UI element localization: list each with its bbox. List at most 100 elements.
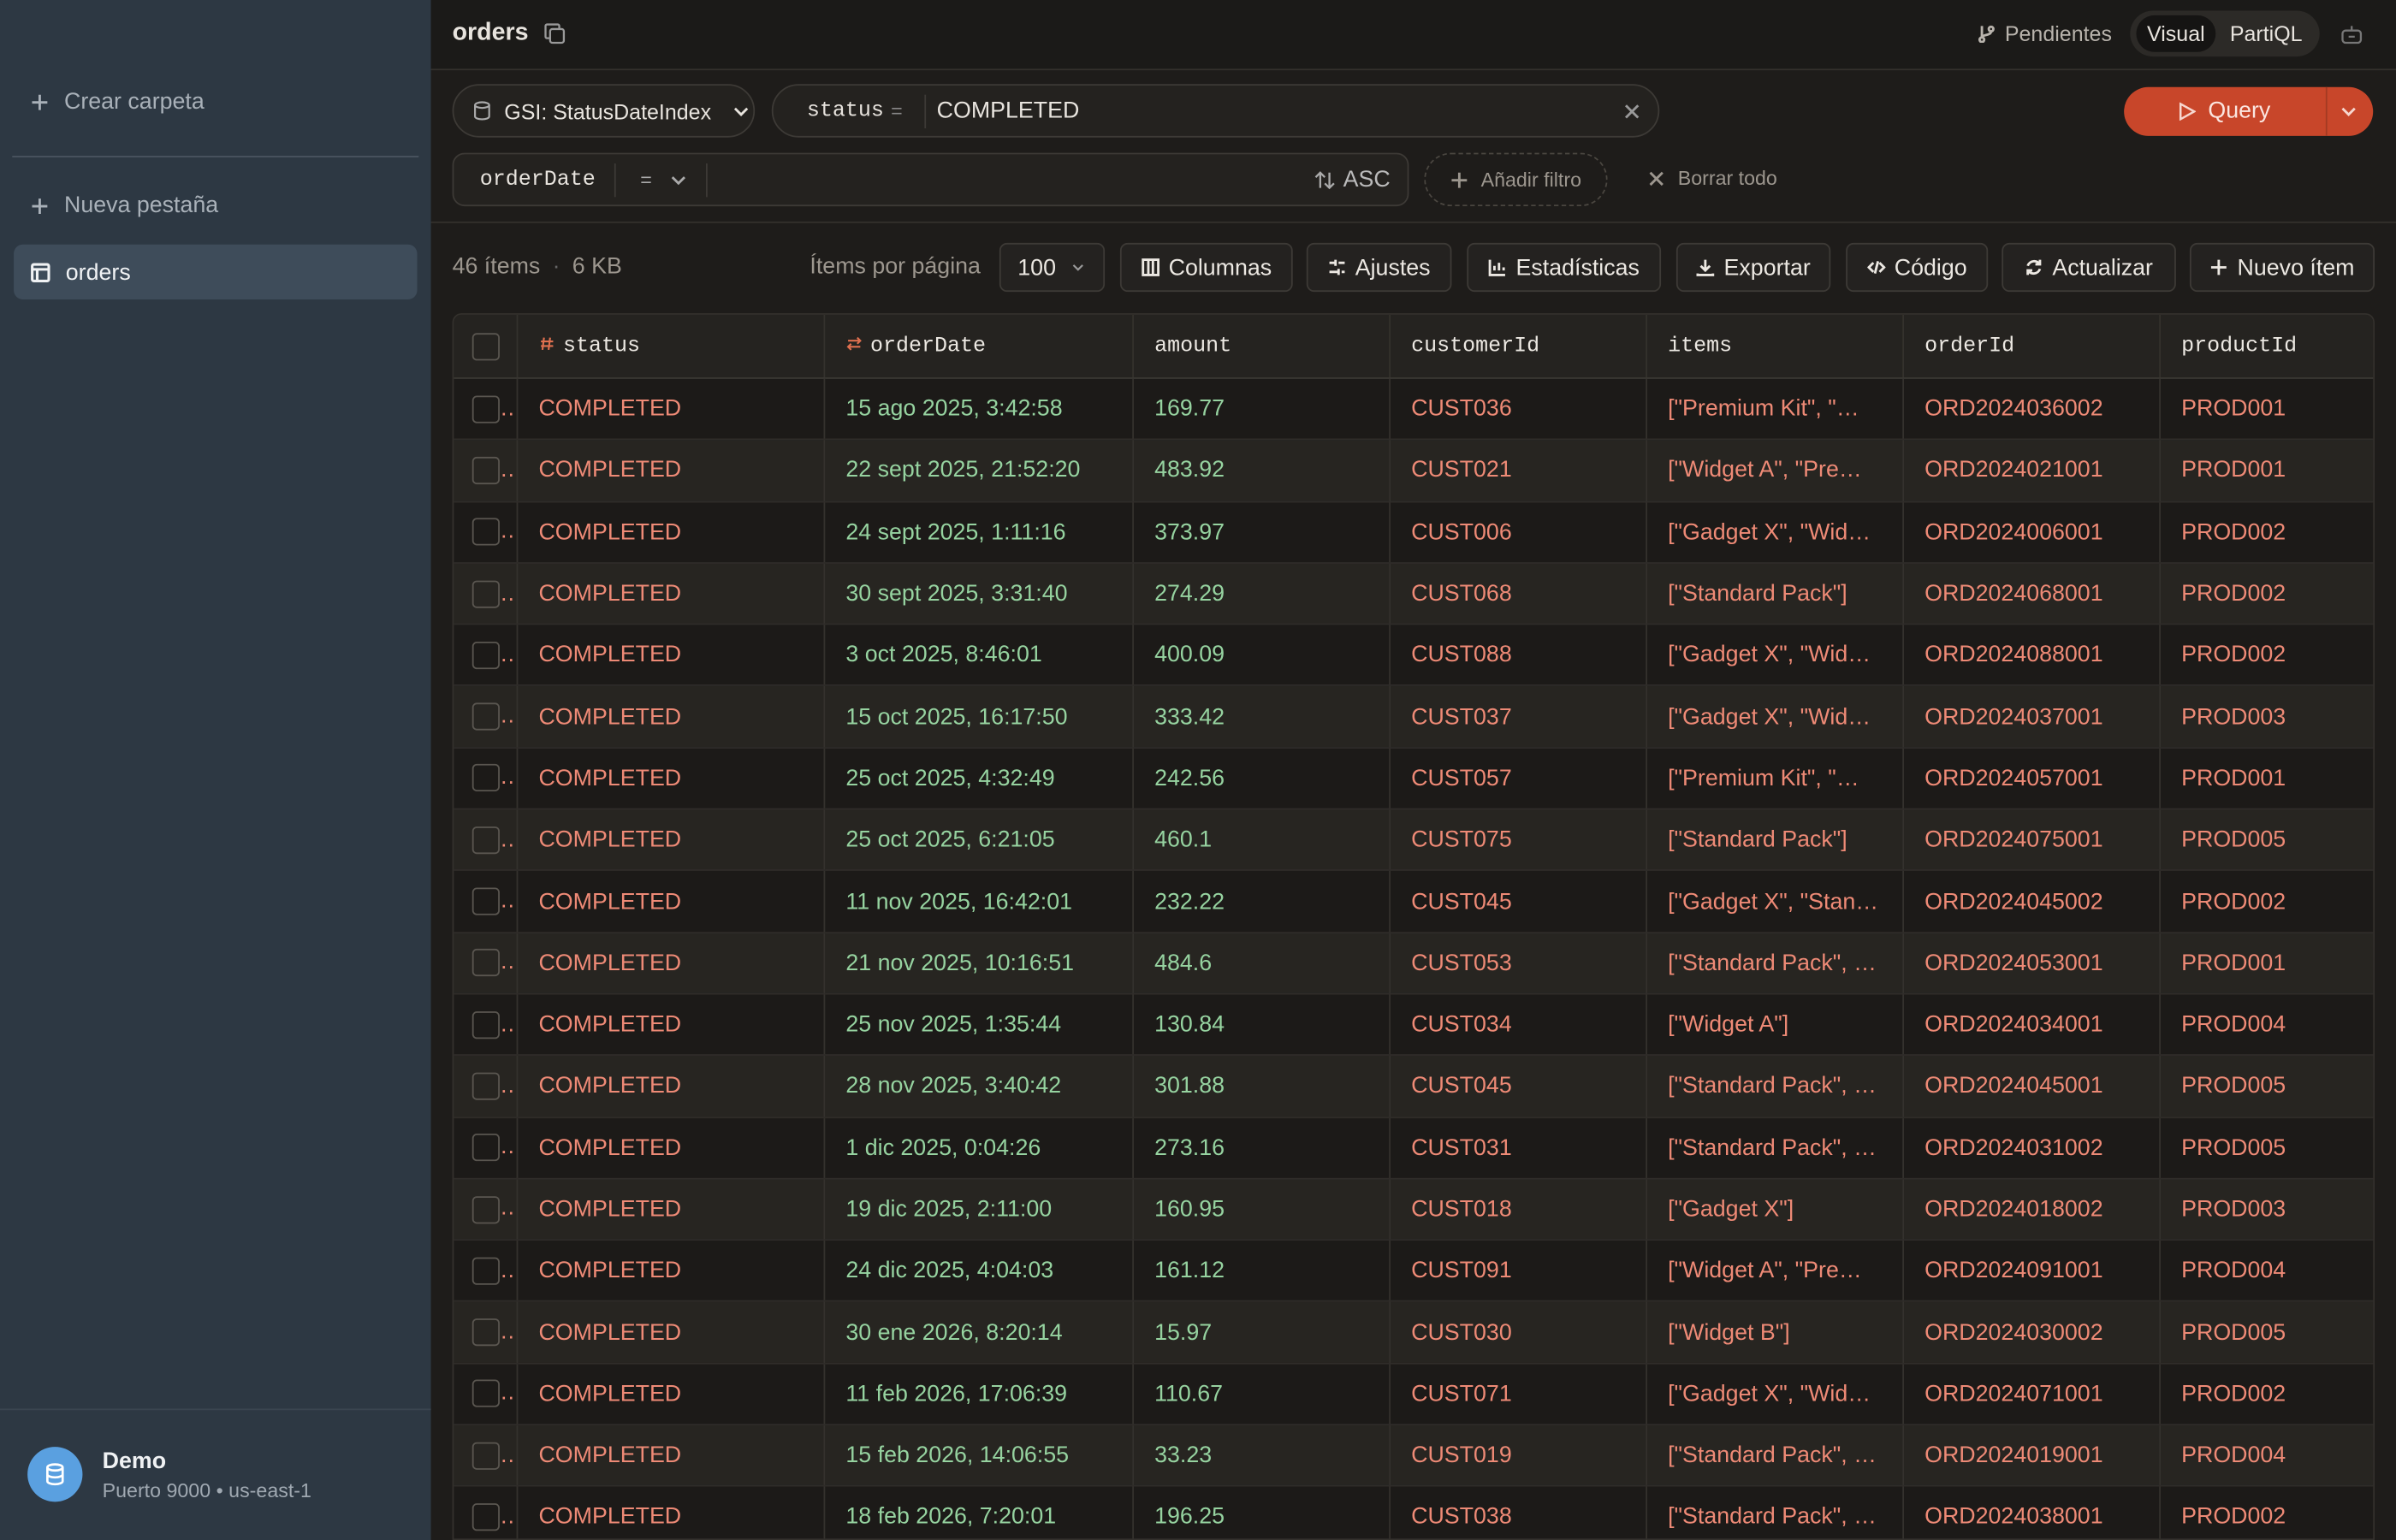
row-select[interactable] — [454, 562, 518, 625]
separator: · — [552, 253, 560, 280]
cell: COMPLETED — [516, 1424, 825, 1488]
row-select[interactable] — [454, 932, 518, 995]
toolbar-button[interactable]: Columnas — [1119, 242, 1293, 293]
mode-button[interactable]: PartiQL — [2229, 21, 2303, 46]
row-select[interactable] — [454, 377, 518, 441]
checkbox[interactable] — [471, 826, 500, 854]
row-select[interactable] — [454, 1116, 518, 1180]
row-select[interactable] — [454, 439, 518, 502]
column-header[interactable]: orderId — [1902, 314, 2161, 379]
table-row[interactable]: COMPLETED 25 oct 2025, 6:21:05 460.1 CUST07… — [454, 808, 2374, 872]
checkbox[interactable] — [471, 1257, 500, 1285]
checkbox[interactable] — [471, 949, 500, 977]
row-select[interactable] — [454, 1301, 518, 1365]
sort-order[interactable]: ASC — [1343, 166, 1391, 192]
row-select[interactable] — [454, 1486, 518, 1539]
cell: CUST075 — [1389, 808, 1647, 872]
cell: COMPLETED — [516, 808, 825, 872]
per-page-select[interactable]: 100 — [999, 242, 1106, 293]
index-select[interactable]: GSI: StatusDateIndex — [452, 84, 756, 138]
checkbox[interactable] — [471, 394, 500, 424]
checkbox[interactable] — [471, 641, 500, 669]
pending[interactable]: Pendientes — [1978, 21, 2112, 46]
column-header[interactable]: amount — [1132, 314, 1391, 379]
table-row[interactable]: COMPLETED 11 feb 2026, 17:06:39 110.67 CUST… — [454, 1363, 2374, 1426]
row-select[interactable] — [454, 1363, 518, 1426]
row-select[interactable] — [454, 1055, 518, 1118]
table-row[interactable]: COMPLETED 24 dic 2025, 4:04:03 161.12 CUST0… — [454, 1240, 2374, 1303]
row-select[interactable] — [454, 993, 518, 1057]
table-row[interactable]: COMPLETED 19 dic 2025, 2:11:00 160.95 CUST0… — [454, 1178, 2374, 1241]
column-header[interactable]: productId — [2159, 314, 2374, 379]
select-all[interactable] — [454, 314, 518, 379]
checkbox[interactable] — [471, 1442, 500, 1470]
row-select[interactable] — [454, 500, 518, 564]
add-filter[interactable]: Añadir filtro — [1424, 152, 1608, 207]
checkbox[interactable] — [471, 1318, 500, 1347]
column-header[interactable]: orderDate — [823, 314, 1134, 379]
table-row[interactable]: COMPLETED 15 ago 2025, 3:42:58 169.77 CUST0… — [454, 377, 2374, 441]
toolbar-button[interactable]: Nuevo ítem — [2189, 242, 2375, 293]
table-row[interactable]: COMPLETED 25 oct 2025, 4:32:49 242.56 CUST0… — [454, 747, 2374, 810]
settings-icon[interactable] — [2341, 25, 2363, 44]
table-row[interactable]: COMPLETED 22 sept 2025, 21:52:20 483.92 CUS… — [454, 439, 2374, 502]
table-row[interactable]: COMPLETED 28 nov 2025, 3:40:42 301.88 CUST0… — [454, 1055, 2374, 1118]
checkbox[interactable] — [471, 1380, 500, 1408]
mode-button[interactable]: Visual — [2136, 15, 2216, 52]
toolbar-button[interactable]: Exportar — [1675, 242, 1831, 293]
column-header[interactable]: items — [1646, 314, 1904, 379]
table-row[interactable]: COMPLETED 24 sept 2025, 1:11:16 373.97 CUST… — [454, 500, 2374, 564]
row-select[interactable] — [454, 747, 518, 810]
cell: 130.84 — [1132, 993, 1391, 1057]
new-tab[interactable]: Nueva pestaña — [31, 192, 218, 218]
table-row[interactable]: COMPLETED 3 oct 2025, 8:46:01 400.09 CUST08… — [454, 624, 2374, 687]
toolbar-button[interactable]: Código — [1846, 242, 1989, 293]
column-header[interactable]: customerId — [1389, 314, 1647, 379]
table-row[interactable]: COMPLETED 25 nov 2025, 1:35:44 130.84 CUST0… — [454, 993, 2374, 1057]
checkbox[interactable] — [471, 887, 500, 915]
row-select[interactable] — [454, 1240, 518, 1303]
checkbox[interactable] — [471, 1010, 500, 1039]
column-header[interactable]: status — [516, 314, 825, 379]
cell: CUST045 — [1389, 1055, 1647, 1118]
checkbox[interactable] — [471, 456, 500, 484]
clear-all[interactable]: Borrar todo — [1647, 167, 1777, 189]
row-select[interactable] — [454, 1424, 518, 1488]
cell: COMPLETED — [516, 1486, 825, 1539]
table-row[interactable]: COMPLETED 30 ene 2026, 8:20:14 15.97 CUST03… — [454, 1301, 2374, 1365]
row-select[interactable] — [454, 1178, 518, 1241]
checkbox[interactable] — [471, 1072, 500, 1100]
toolbar-button[interactable]: Estadísticas — [1467, 242, 1662, 293]
create-folder[interactable]: Crear carpeta — [31, 89, 205, 115]
column-name: status — [563, 334, 641, 358]
checkbox[interactable] — [471, 1134, 500, 1162]
checkbox[interactable] — [471, 579, 500, 607]
table-row[interactable]: COMPLETED 30 sept 2025, 3:31:40 274.29 CUST… — [454, 562, 2374, 625]
clear-icon[interactable] — [1622, 103, 1640, 121]
cell: COMPLETED — [516, 1301, 825, 1365]
cell: 301.88 — [1132, 1055, 1391, 1118]
table-row[interactable]: COMPLETED 21 nov 2025, 10:16:51 484.6 CUST0… — [454, 932, 2374, 995]
toolbar-button[interactable]: Actualizar — [2002, 242, 2176, 293]
pk-condition[interactable]: status = COMPLETED — [771, 84, 1660, 138]
checkbox[interactable] — [471, 1195, 500, 1223]
table-row[interactable]: COMPLETED 11 nov 2025, 16:42:01 232.22 CUST… — [454, 870, 2374, 933]
table-row[interactable]: COMPLETED 15 feb 2026, 14:06:55 33.23 CUST0… — [454, 1424, 2374, 1488]
copy-icon[interactable] — [544, 23, 566, 44]
checkbox[interactable] — [471, 1503, 500, 1531]
table-row[interactable]: COMPLETED 15 oct 2025, 16:17:50 333.42 CUST… — [454, 685, 2374, 749]
toolbar-button[interactable]: Ajustes — [1306, 242, 1452, 293]
checkbox[interactable] — [471, 764, 500, 792]
tab[interactable]: orders — [14, 244, 418, 299]
row-select[interactable] — [454, 870, 518, 933]
row-select[interactable] — [454, 685, 518, 749]
table-row[interactable]: COMPLETED 18 feb 2026, 7:20:01 196.25 CUST0… — [454, 1486, 2374, 1539]
row-select[interactable] — [454, 808, 518, 872]
cell: PROD002 — [2159, 562, 2374, 625]
row-select[interactable] — [454, 624, 518, 687]
sk-condition[interactable]: orderDate = ASC — [452, 152, 1409, 207]
query-button[interactable]: Query — [2124, 86, 2374, 136]
checkbox[interactable] — [471, 702, 500, 731]
checkbox[interactable] — [471, 518, 500, 546]
table-row[interactable]: COMPLETED 1 dic 2025, 0:04:26 273.16 CUST03… — [454, 1116, 2374, 1180]
